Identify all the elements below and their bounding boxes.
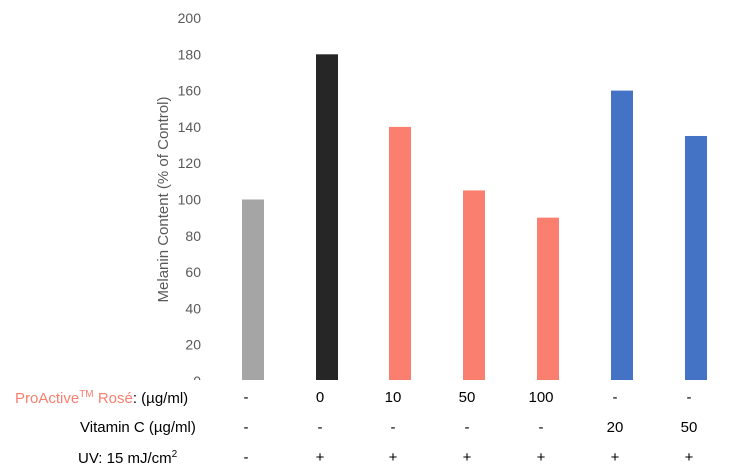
row-label-vitamin-c: Vitamin C (µg/ml) (80, 419, 196, 436)
bar (242, 199, 264, 380)
y-tick-label: 0 (193, 373, 201, 380)
treatment-cell: 50 (680, 419, 698, 436)
row-label-uv: UV: 15 mJ/cm2 (78, 449, 177, 467)
y-tick-label: 80 (185, 228, 201, 244)
y-tick-label: 160 (178, 83, 202, 99)
treatment-cell: 20 (606, 419, 624, 436)
proactive-name-rest: Rosé (93, 390, 133, 407)
bar (389, 126, 411, 380)
y-tick-label: 180 (178, 46, 202, 62)
y-tick-label: 100 (178, 192, 202, 208)
bar (537, 217, 559, 380)
proactive-name: ProActive (15, 390, 80, 407)
y-tick-label: 140 (178, 119, 202, 135)
bar (463, 190, 485, 380)
treatment-cell: + (536, 449, 546, 466)
y-tick-label: 20 (185, 337, 201, 353)
y-tick-label: 40 (185, 300, 201, 316)
treatment-cell: 0 (315, 389, 325, 406)
treatment-cell: - (464, 419, 470, 436)
treatment-cell: + (388, 449, 398, 466)
row-label-proactive: ProActiveTM Rosé: (µg/ml) (15, 389, 188, 407)
treatment-cell: - (538, 419, 544, 436)
bar (611, 90, 633, 380)
bar-chart: 0 20 40 60 80 100 120 140 160 180 200 Melanin Cont… (155, 10, 707, 380)
treatment-cell: + (462, 449, 472, 466)
treatment-cell: - (686, 389, 692, 406)
treatment-cell: + (610, 449, 620, 466)
y-axis-label: Melanin Content (% of Control) (155, 97, 172, 303)
y-tick-label: 200 (178, 10, 202, 26)
uv-label: UV: 15 mJ/cm (78, 450, 172, 467)
y-tick-label: 120 (178, 155, 202, 171)
treatment-cell: - (243, 389, 249, 406)
bar (316, 54, 338, 380)
treatment-cell: + (315, 449, 325, 466)
treatment-cell: + (684, 449, 694, 466)
y-axis-ticks: 0 20 40 60 80 100 120 140 160 180 200 (178, 10, 202, 380)
y-tick-label: 60 (185, 264, 201, 280)
treatment-cell: - (243, 419, 249, 436)
trademark-sup: TM (79, 389, 94, 400)
treatment-cell: - (390, 419, 396, 436)
treatment-cell: 10 (384, 389, 402, 406)
treatment-cell: - (243, 449, 249, 466)
treatment-cell: - (612, 389, 618, 406)
treatment-cell: 100 (528, 389, 554, 406)
treatment-cell: - (317, 419, 323, 436)
proactive-unit: : (µg/ml) (132, 390, 189, 407)
bar (685, 135, 707, 380)
uv-unit-sup: 2 (171, 449, 178, 460)
vitamin-c-label: Vitamin C (µg/ml) (80, 419, 196, 436)
bars (242, 54, 707, 380)
treatment-cell: 50 (458, 389, 476, 406)
